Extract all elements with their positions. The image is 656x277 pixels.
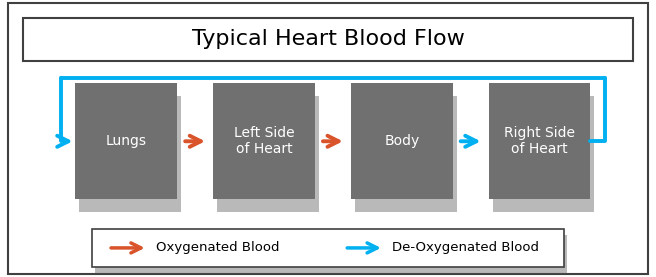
FancyBboxPatch shape — [8, 3, 648, 274]
Text: De-Oxygenated Blood: De-Oxygenated Blood — [392, 242, 539, 254]
FancyBboxPatch shape — [75, 83, 177, 199]
Text: Oxygenated Blood: Oxygenated Blood — [156, 242, 279, 254]
FancyBboxPatch shape — [489, 83, 590, 199]
FancyBboxPatch shape — [213, 83, 315, 199]
FancyBboxPatch shape — [351, 83, 453, 199]
Text: Left Side
of Heart: Left Side of Heart — [234, 126, 295, 157]
FancyBboxPatch shape — [217, 96, 319, 212]
Text: Body: Body — [384, 134, 419, 148]
Text: Lungs: Lungs — [106, 134, 147, 148]
FancyBboxPatch shape — [95, 235, 567, 274]
Text: Typical Heart Blood Flow: Typical Heart Blood Flow — [192, 29, 464, 50]
FancyBboxPatch shape — [493, 96, 594, 212]
FancyBboxPatch shape — [79, 96, 181, 212]
FancyBboxPatch shape — [355, 96, 457, 212]
FancyBboxPatch shape — [23, 18, 633, 61]
FancyBboxPatch shape — [92, 229, 564, 267]
Text: Right Side
of Heart: Right Side of Heart — [504, 126, 575, 157]
